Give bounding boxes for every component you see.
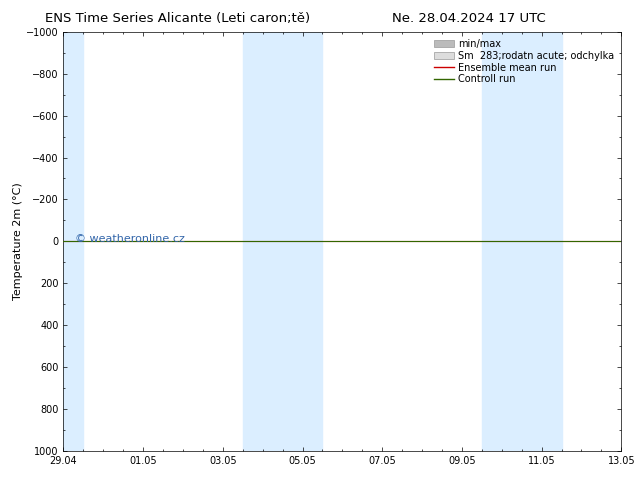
Y-axis label: Temperature 2m (°C): Temperature 2m (°C) (13, 182, 23, 300)
Text: © weatheronline.cz: © weatheronline.cz (75, 234, 184, 244)
Bar (63, 32, 83, 451)
Bar (482, 32, 562, 451)
Text: ENS Time Series Alicante (Leti caron;tě): ENS Time Series Alicante (Leti caron;tě) (45, 12, 310, 25)
Legend: min/max, Sm  283;rodatn acute; odchylka, Ensemble mean run, Controll run: min/max, Sm 283;rodatn acute; odchylka, … (432, 37, 616, 86)
Text: Ne. 28.04.2024 17 UTC: Ne. 28.04.2024 17 UTC (392, 12, 546, 25)
Bar (243, 32, 323, 451)
